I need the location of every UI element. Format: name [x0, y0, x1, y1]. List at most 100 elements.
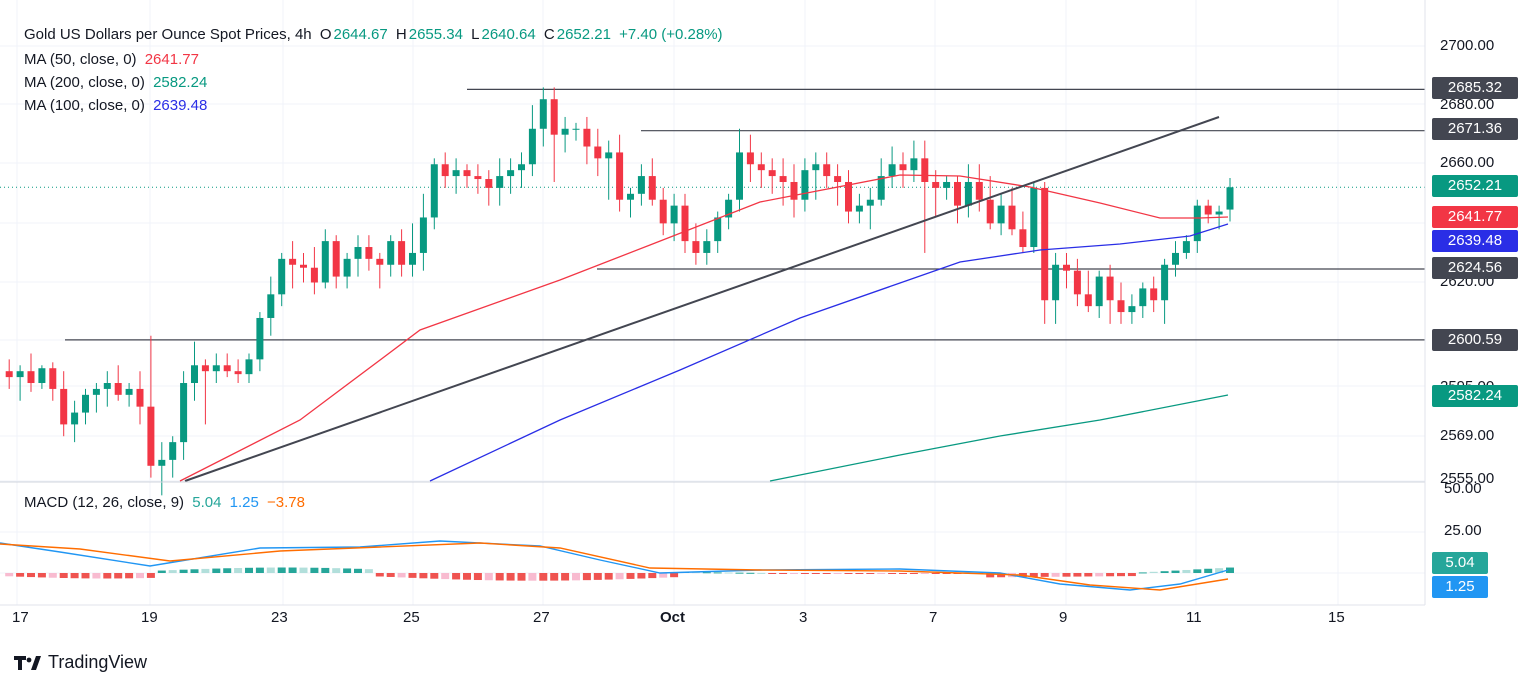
macd-histogram-bar	[626, 573, 635, 579]
low-value: 2640.64	[481, 26, 536, 43]
macd-histogram-bar	[1062, 573, 1071, 577]
candle-body	[703, 241, 711, 253]
macd-histogram-bar	[1029, 573, 1038, 577]
macd-histogram-bar	[1084, 573, 1093, 577]
candle-body	[627, 193, 634, 200]
candle	[441, 152, 449, 188]
macd-histogram-bar	[255, 567, 264, 573]
ma100-line	[429, 223, 1229, 482]
time-label: 7	[929, 609, 938, 626]
candle	[387, 235, 395, 277]
macd-histogram-bar	[702, 572, 711, 574]
candle	[888, 146, 896, 188]
macd-histogram-bar	[909, 573, 918, 574]
candle	[921, 140, 929, 253]
candle-body	[1182, 241, 1190, 253]
candle	[1139, 282, 1147, 318]
candle	[518, 152, 525, 188]
macd-histogram-bar	[1051, 573, 1060, 577]
candle	[60, 371, 68, 437]
candle	[823, 152, 831, 188]
candle-body	[899, 164, 907, 171]
tradingview-brand[interactable]: TradingView	[14, 652, 147, 673]
price-tag: 2582.24	[1432, 385, 1518, 407]
symbol-legend[interactable]: Gold US Dollars per Ounce Spot Prices, 4…	[24, 26, 727, 43]
candle-body	[49, 368, 57, 389]
ma50-value: 2641.77	[144, 51, 199, 68]
macd-histogram-bar	[1095, 573, 1104, 577]
candle	[485, 170, 493, 206]
candle-body	[605, 152, 613, 159]
candle	[27, 353, 35, 392]
macd-histogram-bar	[375, 573, 384, 577]
macd-histogram-bar	[1171, 570, 1180, 573]
candle-body	[779, 176, 787, 182]
candle	[1117, 282, 1125, 324]
candle-body	[659, 199, 667, 224]
macd-histogram-bar	[670, 573, 679, 578]
candle	[267, 276, 275, 336]
candle-body	[16, 371, 24, 378]
candle-body	[485, 179, 493, 188]
macd-histogram-bar	[779, 573, 788, 574]
candle	[964, 164, 972, 218]
high-value: 2655.34	[408, 26, 463, 43]
macd-histogram-bar	[713, 572, 722, 574]
macd-histogram-bar	[70, 573, 79, 579]
candle-body	[409, 252, 416, 265]
candle-body	[725, 199, 733, 218]
candle-body	[1030, 187, 1038, 248]
time-label: 17	[12, 609, 29, 626]
ma50-legend[interactable]: MA (50, close, 0) 2641.77	[24, 51, 203, 68]
candle	[1041, 181, 1049, 324]
candle	[812, 152, 820, 200]
ma100-legend[interactable]: MA (100, close, 0) 2639.48	[24, 97, 211, 114]
candle	[648, 158, 656, 206]
candle-body	[997, 205, 1005, 224]
candle	[954, 176, 961, 224]
macd-histogram-bar	[539, 573, 548, 581]
candle	[539, 87, 547, 147]
trendline[interactable]	[184, 116, 1220, 482]
ma200-legend[interactable]: MA (200, close, 0) 2582.24	[24, 74, 211, 91]
candle-body	[1161, 264, 1169, 301]
time-label: 15	[1328, 609, 1345, 626]
candle-body	[1128, 306, 1136, 313]
candle	[365, 235, 373, 271]
candle	[899, 152, 907, 188]
open-value: 2644.67	[333, 26, 388, 43]
price-chart[interactable]	[0, 0, 1536, 640]
candle	[103, 371, 111, 407]
macd-histogram-bar	[1160, 571, 1169, 573]
candle	[1073, 258, 1081, 307]
candle	[703, 229, 711, 265]
candle	[768, 158, 776, 194]
price-tick-label: 2660.00	[1440, 154, 1495, 171]
candle	[659, 187, 667, 236]
candle-body	[1063, 264, 1070, 271]
candle-body	[616, 152, 624, 200]
candle-body	[1226, 187, 1234, 210]
candle-body	[245, 359, 253, 375]
macd-histogram-bar	[593, 573, 602, 580]
candle-body	[932, 181, 940, 188]
macd-histogram-bar	[637, 573, 646, 579]
macd-histogram-bar	[1106, 573, 1115, 577]
candle-body	[343, 258, 351, 277]
candle-body	[637, 176, 645, 194]
macd-histogram-bar	[5, 573, 14, 577]
horizontal-levels[interactable]	[0, 88, 1425, 341]
macd-histogram-bar	[582, 573, 591, 581]
candle-body	[550, 99, 558, 135]
macd-histogram-bar	[855, 573, 864, 574]
macd-histogram-bar	[724, 572, 733, 574]
candle	[986, 176, 994, 230]
macd-histogram-bar	[604, 573, 613, 580]
macd-histogram-bar	[59, 573, 68, 579]
macd-histogram-bar	[484, 573, 493, 581]
macd-histogram-bar	[321, 567, 330, 573]
macd-legend[interactable]: MACD (12, 26, close, 9) 5.04 1.25 −3.78	[24, 494, 309, 511]
candle	[550, 87, 558, 182]
candle-body	[528, 128, 536, 165]
candle	[594, 128, 602, 177]
